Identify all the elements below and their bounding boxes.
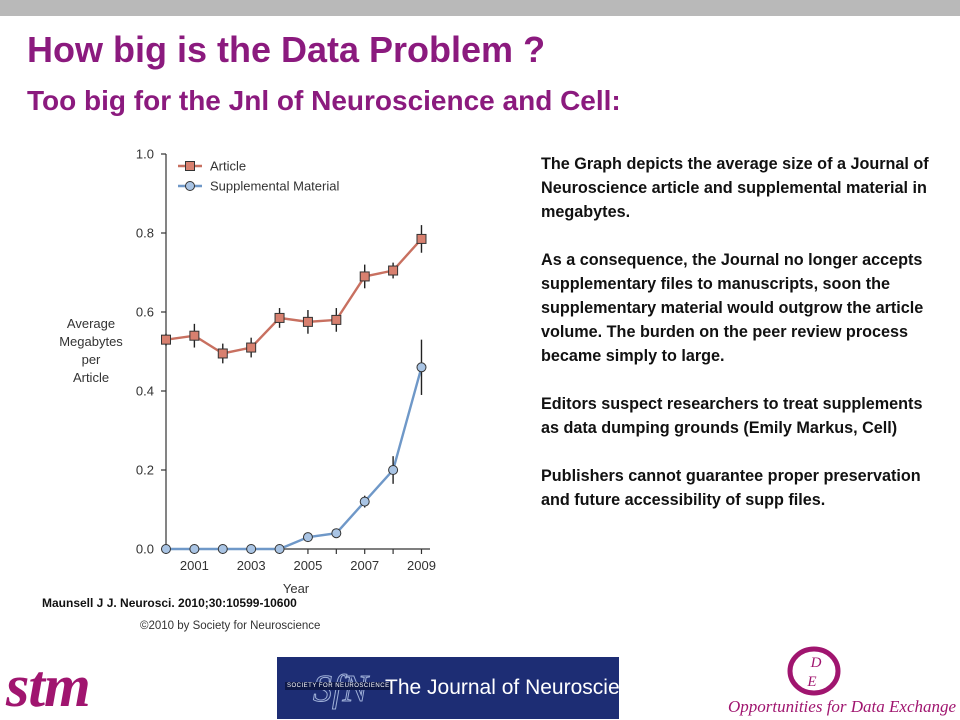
data-point xyxy=(161,334,171,345)
data-point xyxy=(388,265,399,276)
series-supplemental-material xyxy=(161,339,427,554)
legend-label: Article xyxy=(210,159,246,174)
x-tick-label: 2009 xyxy=(407,558,436,573)
slide-title: How big is the Data Problem ? xyxy=(27,29,546,70)
y-tick-label: 0.6 xyxy=(136,305,154,320)
data-point xyxy=(189,544,200,554)
top-bar xyxy=(0,0,960,16)
data-point xyxy=(388,465,399,475)
ode-monogram-top: D xyxy=(810,655,822,671)
series-layer xyxy=(161,225,427,554)
x-ticks: 2001 2003 2005 2007 2009 xyxy=(165,549,436,573)
description-paragraph: Publishers cannot guarantee proper prese… xyxy=(541,467,921,509)
y-axis-label: Average Megabytes per Article xyxy=(59,316,123,385)
data-point xyxy=(189,330,200,341)
legend-marker xyxy=(185,161,195,171)
data-point xyxy=(359,496,370,507)
data-point xyxy=(217,544,228,554)
x-tick-label: 2005 xyxy=(293,558,322,573)
slide-subtitle: Too big for the Jnl of Neuroscience and … xyxy=(27,85,621,116)
legend-label: Supplemental Material xyxy=(210,179,339,194)
chart-axes xyxy=(165,154,430,550)
y-tick-label: 0.2 xyxy=(136,463,154,478)
copyright: ©2010 by Society for Neuroscience xyxy=(140,620,321,632)
data-point xyxy=(217,348,228,359)
data-point xyxy=(416,233,427,244)
ode-monogram-icon: D E xyxy=(787,646,841,696)
data-point xyxy=(274,544,285,554)
data-point xyxy=(359,271,370,282)
data-point xyxy=(331,528,342,539)
line-chart: Average Megabytes per Article 0.00.20.40.60… xyxy=(59,147,436,597)
y-tick-label: 1.0 xyxy=(136,147,154,162)
series-line xyxy=(165,238,423,355)
ode-monogram-bottom: E xyxy=(806,674,816,690)
data-point xyxy=(274,312,285,323)
sfn-label: SOCIETY FOR NEUROSCIENCE xyxy=(285,682,392,690)
x-axis-label: Year xyxy=(283,581,310,596)
x-tick-label: 2007 xyxy=(350,558,379,573)
chart-legend: Article Supplemental Material xyxy=(178,159,339,194)
data-point xyxy=(246,544,257,554)
data-point xyxy=(302,532,313,543)
stm-logo: stm xyxy=(6,653,91,719)
description-text: The Graph depicts the average size of a … xyxy=(541,152,941,536)
y-ticks: 0.0 0.2 0.4 0.6 0.8 1.0 xyxy=(136,147,166,557)
ode-wordmark: Opportunities for Data Exchange xyxy=(728,697,957,716)
x-tick-label: 2003 xyxy=(237,558,266,573)
y-axis-label-text: Average Megabytes per Article xyxy=(59,316,123,385)
citation: Maunsell J J. Neurosci. 2010;30:10599-10… xyxy=(42,596,297,610)
data-point xyxy=(161,544,171,554)
data-point xyxy=(246,342,257,353)
data-point xyxy=(416,362,427,373)
y-tick-label: 0.8 xyxy=(136,226,154,241)
journal-title: The Journal of Neuroscience xyxy=(385,676,654,699)
data-point xyxy=(331,314,342,325)
y-tick-label: 0.0 xyxy=(136,542,154,557)
x-tick-label: 2001 xyxy=(180,558,209,573)
legend-marker xyxy=(185,181,195,191)
journal-of-neuroscience-banner: SfN SOCIETY FOR NEUROSCIENCE The Journal… xyxy=(277,657,653,719)
description-paragraph: The Graph depicts the average size of a … xyxy=(541,155,929,221)
y-tick-label: 0.4 xyxy=(136,384,154,399)
series-article xyxy=(161,225,427,364)
series-line xyxy=(166,366,423,551)
data-point xyxy=(302,316,313,327)
description-paragraph: Editors suspect researchers to treat sup… xyxy=(541,395,923,437)
description-paragraph: As a consequence, the Journal no longer … xyxy=(541,251,924,365)
